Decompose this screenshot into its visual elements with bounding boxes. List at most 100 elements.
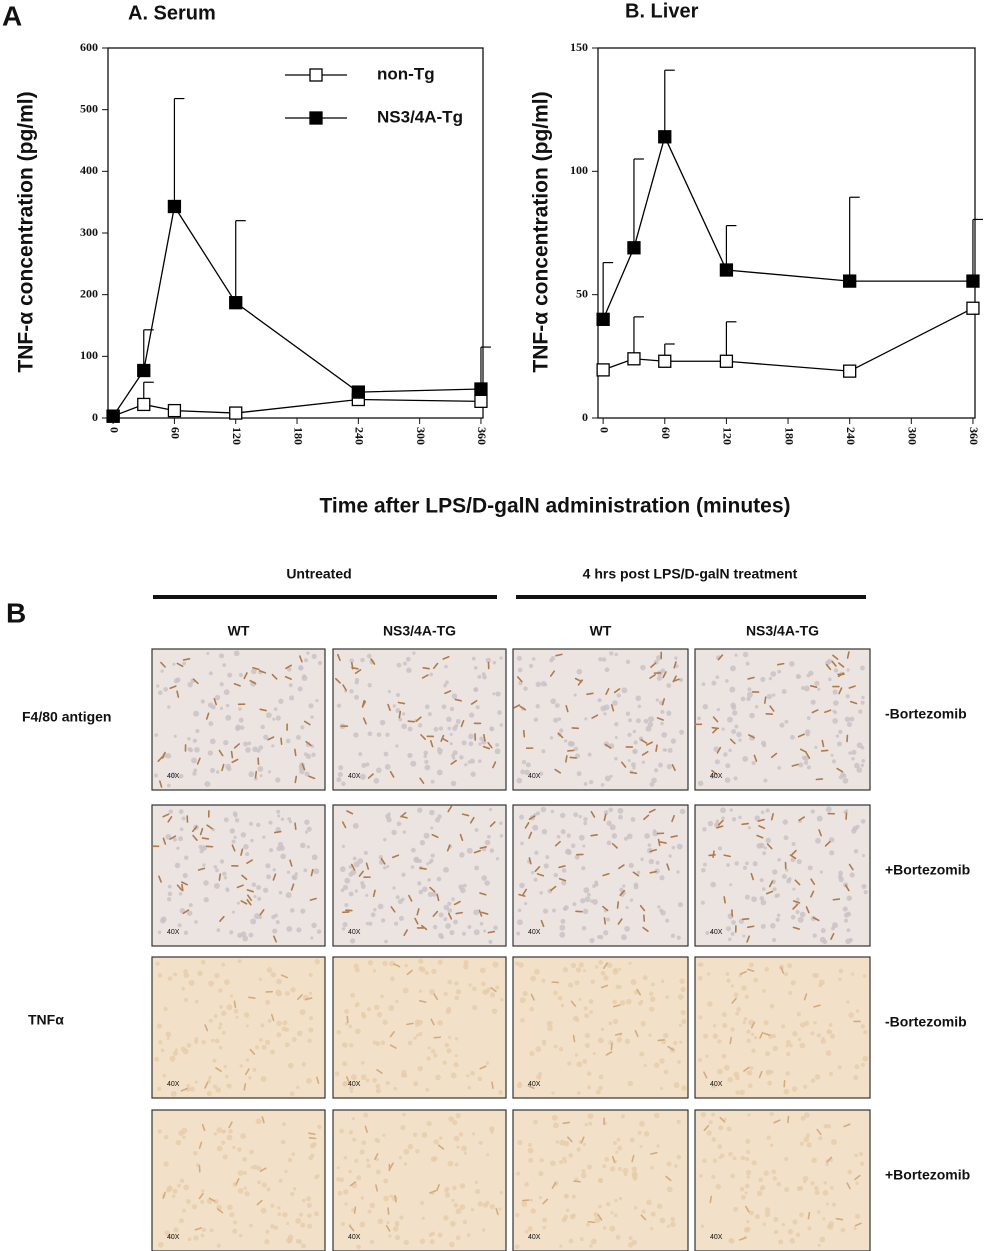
- nucleus: [160, 669, 164, 673]
- nucleus: [589, 1244, 593, 1248]
- nucleus: [604, 1156, 609, 1162]
- nucleus: [449, 1241, 455, 1248]
- nucleus: [854, 1064, 860, 1070]
- nucleus: [311, 752, 316, 757]
- magnification: 40X: [348, 773, 361, 780]
- nucleus: [627, 1080, 634, 1087]
- stain: [182, 657, 191, 661]
- nucleus: [557, 995, 563, 1001]
- nucleus: [260, 1207, 267, 1214]
- stain: [192, 825, 198, 833]
- nucleus: [468, 733, 474, 740]
- stain: [558, 865, 566, 869]
- nucleus: [452, 750, 458, 756]
- stain: [297, 994, 303, 1001]
- stain: [233, 743, 241, 749]
- nucleus: [565, 1208, 570, 1213]
- nucleus: [666, 1161, 672, 1167]
- nucleus: [380, 918, 386, 923]
- nucleus: [700, 1111, 707, 1118]
- nucleus: [342, 922, 348, 928]
- stain: [495, 1207, 499, 1216]
- magnification: 40X: [167, 1081, 180, 1088]
- nucleus: [185, 1199, 191, 1204]
- micrograph: 40X: [332, 648, 507, 791]
- nucleus: [733, 1071, 740, 1078]
- nucleus: [650, 1211, 656, 1217]
- data-point: [137, 397, 151, 412]
- nucleus: [421, 1132, 428, 1138]
- nucleus: [359, 1149, 365, 1155]
- stain: [816, 1128, 822, 1136]
- nucleus: [666, 764, 672, 770]
- nucleus: [209, 1228, 214, 1233]
- nucleus: [433, 726, 439, 732]
- nucleus: [838, 870, 843, 876]
- stain: [305, 997, 313, 1001]
- nucleus: [308, 972, 313, 977]
- nucleus: [392, 1226, 399, 1232]
- nucleus: [797, 1037, 802, 1042]
- error-bar: [633, 316, 644, 359]
- stain: [259, 708, 267, 712]
- nucleus: [452, 756, 456, 760]
- nucleus: [251, 882, 257, 887]
- stain: [420, 734, 426, 740]
- stain: [789, 854, 797, 860]
- stain: [419, 867, 427, 870]
- micrograph-bg: [332, 1109, 507, 1251]
- nucleus: [360, 884, 366, 890]
- nucleus: [446, 716, 452, 723]
- nucleus: [288, 820, 293, 824]
- nucleus: [308, 1155, 314, 1161]
- stain: [513, 704, 521, 709]
- stain: [397, 701, 406, 705]
- row-label: F4/80 antigen: [22, 709, 111, 725]
- nucleus: [617, 1167, 622, 1172]
- nucleus: [742, 1020, 746, 1025]
- stain: [353, 1206, 357, 1214]
- nucleus: [538, 1171, 544, 1177]
- nucleus: [713, 1234, 717, 1238]
- nucleus: [401, 897, 405, 902]
- nucleus: [767, 1080, 773, 1086]
- nucleus: [300, 1222, 306, 1228]
- stain: [741, 918, 750, 921]
- stain: [756, 834, 764, 839]
- nucleus: [249, 1223, 253, 1228]
- nucleus: [576, 668, 583, 675]
- nucleus: [237, 932, 243, 938]
- treatment-label: +Bortezomib: [885, 862, 970, 878]
- nucleus: [237, 1170, 244, 1176]
- nucleus: [666, 710, 672, 716]
- nucleus: [429, 809, 435, 816]
- nucleus: [471, 1132, 476, 1136]
- nucleus: [258, 745, 264, 750]
- nucleus: [790, 980, 796, 986]
- nucleus: [275, 920, 280, 925]
- nucleus: [768, 676, 773, 681]
- nucleus: [295, 735, 301, 740]
- nucleus: [859, 1161, 865, 1166]
- nucleus: [813, 1021, 817, 1025]
- nucleus: [348, 1130, 353, 1135]
- nucleus: [436, 876, 442, 882]
- nucleus: [714, 759, 720, 765]
- micrograph: 40X: [332, 804, 507, 947]
- stain: [162, 837, 167, 845]
- nucleus: [499, 1190, 503, 1195]
- stain: [261, 1116, 265, 1124]
- nucleus: [418, 966, 424, 972]
- nucleus: [798, 762, 804, 768]
- nucleus: [555, 1140, 559, 1144]
- nucleus: [541, 749, 546, 754]
- nucleus: [344, 1202, 348, 1206]
- chart-title: A. Serum: [128, 2, 216, 24]
- nucleus: [584, 896, 591, 903]
- nucleus: [268, 848, 274, 853]
- x-tick-label: 240: [844, 427, 858, 445]
- nucleus: [633, 884, 639, 890]
- nucleus: [742, 755, 749, 762]
- nucleus: [406, 656, 411, 662]
- nucleus: [711, 1137, 717, 1142]
